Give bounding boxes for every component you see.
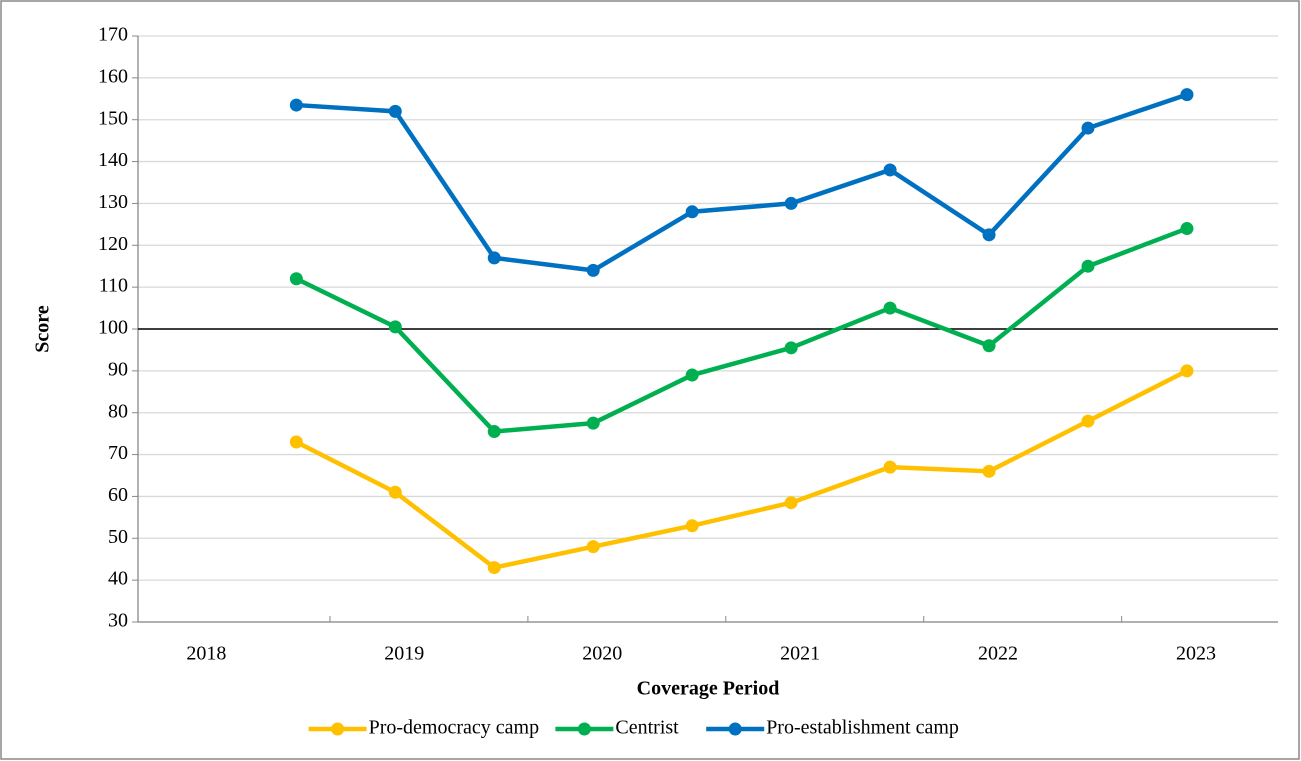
y-tick-label: 110 [99, 275, 128, 297]
data-point [487, 561, 501, 575]
y-tick-label: 100 [98, 317, 128, 339]
data-point [1180, 364, 1194, 378]
x-tick-label: 2022 [978, 643, 1018, 665]
data-point [883, 301, 897, 315]
y-tick-label: 70 [108, 442, 128, 464]
y-axis-title: Score [32, 305, 54, 353]
y-tick-label: 150 [98, 107, 128, 129]
y-tick-label: 80 [108, 400, 128, 422]
y-tick-label: 60 [108, 484, 128, 506]
data-point [685, 205, 699, 219]
data-point [1180, 88, 1194, 102]
x-tick-label: 2023 [1176, 643, 1216, 665]
x-tick-label: 2021 [780, 643, 820, 665]
data-point [586, 540, 600, 554]
data-point [883, 163, 897, 177]
y-tick-label: 170 [98, 24, 128, 46]
y-tick-label: 30 [108, 610, 128, 632]
data-point [685, 519, 699, 533]
data-point [388, 485, 402, 499]
series-line [295, 226, 1188, 434]
data-point [1180, 222, 1194, 236]
legend-label: Pro-establishment camp [766, 717, 959, 739]
y-tick-label: 130 [98, 191, 128, 213]
legend-marker [577, 722, 591, 736]
data-point [784, 496, 798, 510]
data-point [586, 263, 600, 277]
x-axis-title: Coverage Period [637, 678, 780, 700]
data-point [1081, 259, 1095, 273]
legend-label: Centrist [615, 717, 679, 739]
data-point [586, 416, 600, 430]
data-point [487, 251, 501, 265]
data-point [289, 98, 303, 112]
y-tick-label: 50 [108, 526, 128, 548]
y-tick-label: 140 [98, 149, 128, 171]
data-point [685, 368, 699, 382]
data-point [1081, 414, 1095, 428]
data-point [982, 464, 996, 478]
x-tick-label: 2018 [186, 643, 226, 665]
y-tick-label: 40 [108, 568, 128, 590]
data-point [487, 425, 501, 439]
data-point [784, 341, 798, 355]
y-tick-label: 90 [108, 358, 128, 380]
data-point [982, 228, 996, 242]
data-point [1081, 121, 1095, 135]
series-line [296, 92, 1188, 273]
y-tick-label: 160 [98, 65, 128, 87]
data-point [982, 339, 996, 353]
data-point [289, 435, 303, 449]
series-line [295, 368, 1188, 570]
legend-label: Pro-democracy camp [369, 717, 539, 739]
legend-marker [331, 722, 345, 736]
data-point [784, 196, 798, 210]
data-point [289, 272, 303, 286]
x-tick-label: 2020 [582, 643, 622, 665]
x-tick-label: 2019 [384, 643, 424, 665]
y-tick-label: 120 [98, 233, 128, 255]
data-point [388, 104, 402, 118]
legend-marker [728, 722, 742, 736]
data-point [388, 320, 402, 334]
data-point [883, 460, 897, 474]
